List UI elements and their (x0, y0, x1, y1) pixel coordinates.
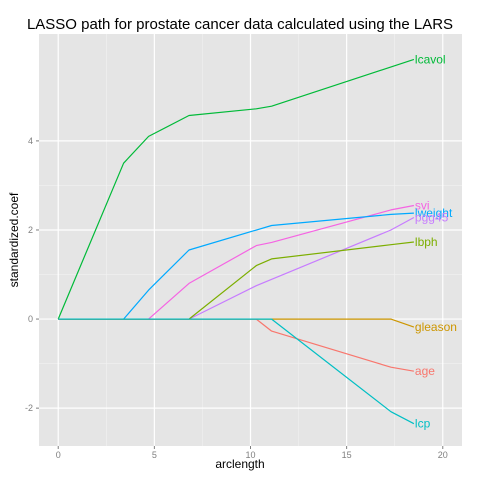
x-axis-title: arclength (215, 457, 264, 471)
series-line-lcavol (57, 58, 415, 320)
series-label-lweight: lweight (415, 206, 453, 220)
chart-title: LASSO path for prostate cancer data calc… (27, 16, 453, 33)
y-tick-label: 4 (28, 136, 33, 146)
y-tick-label: 2 (28, 225, 33, 235)
series-label-svi: svi (415, 198, 430, 212)
x-tick-label: 20 (438, 450, 448, 460)
series-label-pgg45: pgg45 (415, 211, 449, 225)
x-tick-label: 5 (152, 450, 157, 460)
x-axis: 0 5 10 15 20 (56, 446, 448, 460)
y-tick-label: -2 (25, 403, 33, 413)
series-label-lbph: lbph (415, 235, 438, 249)
y-tick-label: 0 (28, 314, 33, 324)
y-axis-title: standardized.coef (7, 192, 21, 287)
x-tick-label: 0 (56, 450, 61, 460)
series-label-lcp: lcp (415, 417, 431, 431)
series-label-age: age (415, 364, 435, 378)
y-axis: -2 0 2 4 (25, 136, 39, 413)
series-label-gleason: gleason (415, 320, 457, 334)
x-tick-label: 15 (342, 450, 352, 460)
x-tick-label: 10 (245, 450, 255, 460)
series-line-lcp (58, 318, 415, 425)
series-label-lcavol: lcavol (415, 52, 446, 66)
series-lines (57, 58, 415, 425)
